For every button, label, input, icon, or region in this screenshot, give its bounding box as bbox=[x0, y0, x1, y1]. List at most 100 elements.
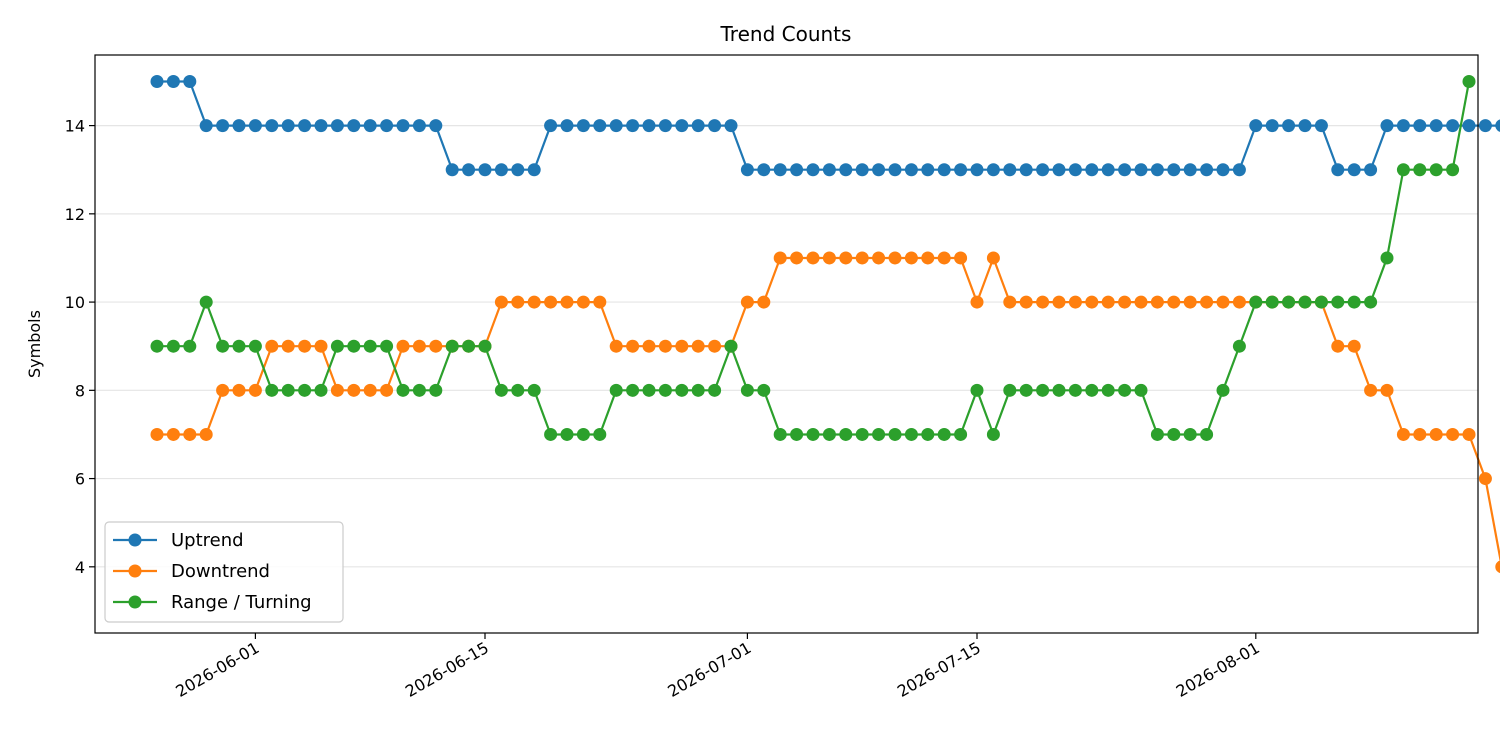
legend-entry: Range / Turning bbox=[113, 592, 312, 613]
data-point bbox=[1118, 295, 1132, 309]
data-point bbox=[1364, 295, 1378, 309]
data-point bbox=[1331, 295, 1345, 309]
data-point bbox=[1167, 427, 1181, 441]
data-point bbox=[1200, 427, 1214, 441]
data-point bbox=[166, 74, 180, 88]
data-point bbox=[1495, 119, 1500, 132]
series-0 bbox=[150, 74, 1500, 177]
data-point bbox=[806, 251, 820, 265]
data-point bbox=[511, 163, 525, 177]
data-point bbox=[839, 427, 853, 441]
data-point bbox=[298, 339, 312, 353]
data-point bbox=[986, 427, 1000, 441]
data-point bbox=[708, 339, 722, 353]
data-point bbox=[199, 295, 213, 309]
data-point bbox=[904, 427, 918, 441]
data-point bbox=[921, 163, 935, 177]
data-point bbox=[1232, 339, 1246, 353]
data-point bbox=[888, 251, 902, 265]
data-point bbox=[560, 119, 574, 133]
data-point bbox=[609, 383, 623, 397]
data-point bbox=[937, 163, 951, 177]
y-tick-label: 14 bbox=[65, 117, 85, 136]
data-point bbox=[1232, 295, 1246, 309]
data-point bbox=[1232, 163, 1246, 177]
data-point bbox=[298, 383, 312, 397]
data-point bbox=[1314, 295, 1328, 309]
data-point bbox=[1134, 163, 1148, 177]
series-2 bbox=[150, 74, 1476, 441]
data-point bbox=[1446, 427, 1460, 441]
data-point bbox=[166, 339, 180, 353]
data-point bbox=[544, 119, 558, 133]
data-point bbox=[314, 339, 328, 353]
data-point bbox=[675, 339, 689, 353]
data-point bbox=[1085, 383, 1099, 397]
data-point bbox=[724, 339, 738, 353]
y-tick-label: 8 bbox=[75, 381, 85, 400]
data-point bbox=[248, 383, 262, 397]
data-point bbox=[954, 251, 968, 265]
data-point bbox=[1413, 163, 1427, 177]
data-point bbox=[626, 119, 640, 133]
data-point bbox=[1495, 560, 1500, 574]
plot-frame bbox=[94, 54, 1479, 634]
data-point bbox=[1462, 427, 1476, 441]
data-point bbox=[1068, 163, 1082, 177]
data-point bbox=[986, 251, 1000, 265]
data-point bbox=[412, 119, 426, 133]
data-point bbox=[396, 119, 410, 133]
data-point bbox=[1282, 295, 1296, 309]
data-point bbox=[1101, 163, 1115, 177]
data-point bbox=[773, 251, 787, 265]
x-tick-label: 2026-06-15 bbox=[402, 638, 492, 701]
data-point bbox=[527, 295, 541, 309]
data-point bbox=[232, 119, 246, 133]
data-point bbox=[658, 119, 672, 133]
data-point bbox=[1462, 119, 1476, 133]
data-point bbox=[937, 427, 951, 441]
data-point bbox=[298, 119, 312, 133]
data-point bbox=[609, 339, 623, 353]
legend-marker bbox=[128, 595, 142, 609]
data-point bbox=[380, 119, 394, 133]
data-point bbox=[970, 163, 984, 177]
data-point bbox=[478, 339, 492, 353]
data-point bbox=[593, 427, 607, 441]
data-point bbox=[380, 339, 394, 353]
data-point bbox=[330, 119, 344, 133]
data-point bbox=[216, 339, 230, 353]
y-tick-label: 10 bbox=[65, 293, 85, 312]
data-point bbox=[494, 295, 508, 309]
data-point bbox=[1396, 163, 1410, 177]
data-point bbox=[462, 163, 476, 177]
data-point bbox=[1396, 119, 1410, 133]
legend-marker bbox=[128, 533, 142, 547]
data-point bbox=[150, 339, 164, 353]
data-point bbox=[429, 119, 443, 133]
data-point bbox=[773, 427, 787, 441]
data-point bbox=[232, 339, 246, 353]
data-point bbox=[1118, 383, 1132, 397]
data-point bbox=[527, 383, 541, 397]
data-point bbox=[216, 383, 230, 397]
data-point bbox=[1265, 295, 1279, 309]
chart-title: Trend Counts bbox=[720, 22, 852, 46]
data-point bbox=[937, 251, 951, 265]
data-point bbox=[576, 427, 590, 441]
data-point bbox=[1298, 119, 1312, 133]
data-point bbox=[1298, 295, 1312, 309]
data-point bbox=[888, 427, 902, 441]
legend: Uptrend Downtrend Range / Turning bbox=[104, 521, 344, 623]
data-point bbox=[1446, 119, 1460, 133]
data-point bbox=[593, 119, 607, 133]
data-point bbox=[757, 383, 771, 397]
data-point bbox=[1249, 295, 1263, 309]
data-point bbox=[1052, 383, 1066, 397]
data-point bbox=[1429, 163, 1443, 177]
data-point bbox=[1183, 295, 1197, 309]
data-point bbox=[1003, 295, 1017, 309]
data-point bbox=[609, 119, 623, 133]
data-point bbox=[954, 427, 968, 441]
